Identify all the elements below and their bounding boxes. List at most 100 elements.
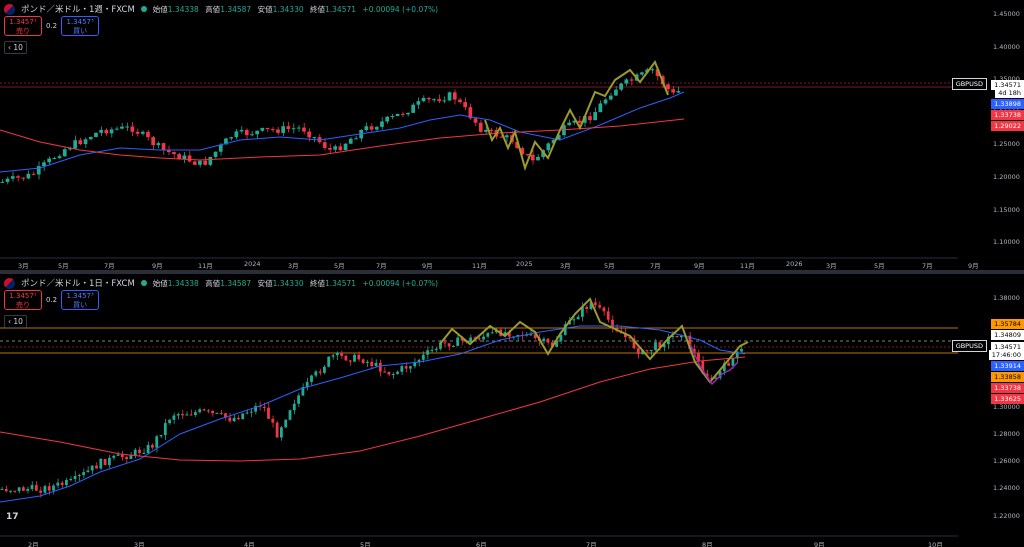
weekly-candle-body	[260, 127, 265, 131]
daily-candle-body	[357, 354, 361, 360]
daily-candle-body	[370, 361, 374, 367]
daily-candle-body	[452, 345, 455, 347]
weekly-candle-body	[68, 148, 72, 150]
weekly-candle-body	[203, 160, 207, 165]
weekly-candle-body	[286, 126, 291, 129]
daily-candle-body	[331, 355, 335, 357]
price-tick-label: 1.45000	[993, 10, 1020, 18]
daily-indicator-toggle[interactable]: ‹ 10	[4, 315, 27, 328]
daily-candle-body	[69, 479, 73, 481]
panel-divider[interactable]	[0, 270, 1024, 274]
daily-candle-body	[284, 419, 288, 428]
weekly-sell-button[interactable]: 1.3457¹ 売り	[4, 16, 42, 36]
weekly-candle-body	[671, 89, 675, 93]
weekly-buy-button[interactable]: 1.3457³ 買い	[61, 16, 100, 36]
time-tick-label: 2026	[786, 260, 803, 268]
time-tick-label: 3月	[134, 541, 145, 547]
daily-candle-body	[241, 413, 245, 420]
daily-sell-button[interactable]: 1.3457¹ 売り	[4, 290, 42, 310]
daily-candle-body	[4, 488, 8, 492]
daily-candle-body	[133, 449, 137, 456]
daily-candle-body	[151, 444, 154, 448]
daily-candle-body	[142, 452, 146, 454]
time-tick-label: 7月	[922, 262, 933, 270]
daily-candle-body	[318, 371, 322, 373]
daily-candle-body	[22, 487, 25, 491]
weekly-candle-body	[26, 173, 31, 179]
weekly-candle-body	[515, 141, 519, 149]
daily-candle-body	[224, 413, 227, 418]
price-tag: 1.33738	[991, 110, 1024, 120]
weekly-candle-body	[588, 116, 592, 121]
weekly-candle-body	[322, 142, 327, 148]
weekly-spread: 0.2	[46, 22, 58, 30]
weekly-candle-body	[5, 178, 10, 182]
daily-candle-body	[181, 414, 184, 416]
daily-candle-body	[262, 407, 266, 409]
weekly-symbol-title[interactable]: ポンド／米ドル・1週・FXCM	[21, 5, 135, 15]
tradingview-logo-icon[interactable]: 17	[6, 512, 19, 522]
daily-candle-body	[198, 409, 202, 413]
daily-candle-body	[542, 338, 546, 342]
price-tag: GBPUSD	[951, 340, 988, 352]
daily-candle-body	[490, 332, 494, 334]
daily-candle-body	[718, 371, 722, 378]
daily-candle-body	[254, 405, 257, 412]
time-tick-label: 7月	[650, 262, 661, 270]
daily-candle-body	[426, 350, 429, 355]
daily-chart-canvas[interactable]	[0, 274, 1024, 547]
daily-candle-body	[65, 480, 68, 486]
weekly-chart-canvas[interactable]	[0, 0, 1024, 270]
daily-chart-panel[interactable]: ポンド／米ドル・1日・FXCM 始値1.34338 高値1.34587 安値1.…	[0, 274, 1024, 547]
time-tick-label: 8月	[702, 541, 713, 547]
weekly-candle-body	[213, 151, 218, 157]
daily-candle-body	[391, 373, 395, 375]
weekly-candle-body	[208, 156, 213, 165]
daily-candle-body	[206, 410, 210, 412]
daily-candle-body	[546, 338, 550, 343]
daily-candle-body	[280, 427, 283, 438]
daily-candle-body	[417, 359, 421, 363]
time-tick-label: 2月	[28, 541, 39, 547]
time-tick-label: 5月	[874, 262, 885, 270]
price-tag: 17:46:00	[988, 350, 1024, 360]
daily-candle-body	[219, 412, 223, 414]
daily-candle-body	[722, 363, 726, 372]
weekly-candle-body	[650, 69, 655, 71]
price-tick-label: 1.28000	[993, 430, 1020, 438]
daily-candle-body	[305, 381, 309, 388]
weekly-indicator-toggle[interactable]: ‹ 10	[4, 41, 27, 54]
weekly-chart-panel[interactable]: ポンド／米ドル・1週・FXCM 始値1.34338 高値1.34587 安値1.…	[0, 0, 1024, 270]
time-tick-label: 5月	[58, 262, 69, 270]
time-tick-label: 2024	[244, 260, 261, 268]
daily-symbol-title[interactable]: ポンド／米ドル・1日・FXCM	[21, 279, 135, 289]
weekly-candle-body	[198, 160, 202, 165]
weekly-candle-body	[640, 72, 644, 75]
time-tick-label: 2025	[516, 260, 533, 268]
daily-zigzag-alt	[689, 343, 739, 386]
daily-candle-body	[396, 371, 399, 374]
daily-candle-body	[86, 470, 90, 473]
daily-candle-body	[697, 353, 700, 361]
daily-ohlc: 始値1.34338 高値1.34587 安値1.34330 終値1.34571 …	[152, 278, 439, 288]
price-tag: 1.34571	[991, 80, 1024, 90]
daily-candle-body	[593, 302, 597, 306]
weekly-candle-body	[47, 158, 51, 163]
daily-candle-body	[581, 306, 584, 317]
daily-candle-body	[9, 490, 12, 492]
weekly-zigzag	[484, 59, 669, 172]
weekly-candle-body	[130, 126, 135, 132]
weekly-candle-body	[473, 118, 478, 123]
weekly-candle-body	[229, 137, 233, 139]
weekly-candle-body	[135, 131, 140, 134]
price-tag: 1.34571	[991, 342, 1024, 352]
daily-candle-body	[374, 362, 378, 367]
daily-buy-button[interactable]: 1.3457³ 買い	[61, 290, 100, 310]
weekly-candle-body	[52, 158, 57, 160]
weekly-candle-body	[458, 99, 462, 103]
weekly-candle-body	[62, 149, 67, 157]
weekly-candle-body	[385, 116, 389, 122]
daily-candle-body	[232, 417, 236, 422]
time-tick-label: 5月	[604, 262, 615, 270]
weekly-candle-body	[499, 136, 504, 138]
